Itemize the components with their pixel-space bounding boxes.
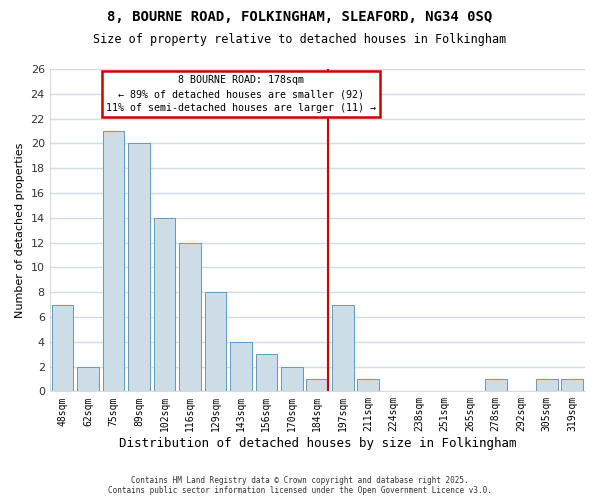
Text: Contains HM Land Registry data © Crown copyright and database right 2025.
Contai: Contains HM Land Registry data © Crown c…	[108, 476, 492, 495]
Bar	[103, 131, 124, 392]
Text: 8 BOURNE ROAD: 178sqm
← 89% of detached houses are smaller (92)
11% of semi-deta: 8 BOURNE ROAD: 178sqm ← 89% of detached …	[106, 75, 376, 113]
Bar	[205, 292, 226, 392]
Bar	[230, 342, 251, 392]
Bar	[562, 379, 583, 392]
Bar	[485, 379, 506, 392]
Y-axis label: Number of detached properties: Number of detached properties	[15, 142, 25, 318]
Bar	[536, 379, 557, 392]
Bar	[332, 304, 353, 392]
Bar	[281, 366, 302, 392]
Text: 8, BOURNE ROAD, FOLKINGHAM, SLEAFORD, NG34 0SQ: 8, BOURNE ROAD, FOLKINGHAM, SLEAFORD, NG…	[107, 10, 493, 24]
X-axis label: Distribution of detached houses by size in Folkingham: Distribution of detached houses by size …	[119, 437, 516, 450]
Bar	[256, 354, 277, 392]
Bar	[154, 218, 175, 392]
Bar	[52, 304, 73, 392]
Bar	[307, 379, 328, 392]
Bar	[179, 242, 201, 392]
Bar	[77, 366, 99, 392]
Bar	[358, 379, 379, 392]
Bar	[128, 144, 150, 392]
Text: Size of property relative to detached houses in Folkingham: Size of property relative to detached ho…	[94, 32, 506, 46]
